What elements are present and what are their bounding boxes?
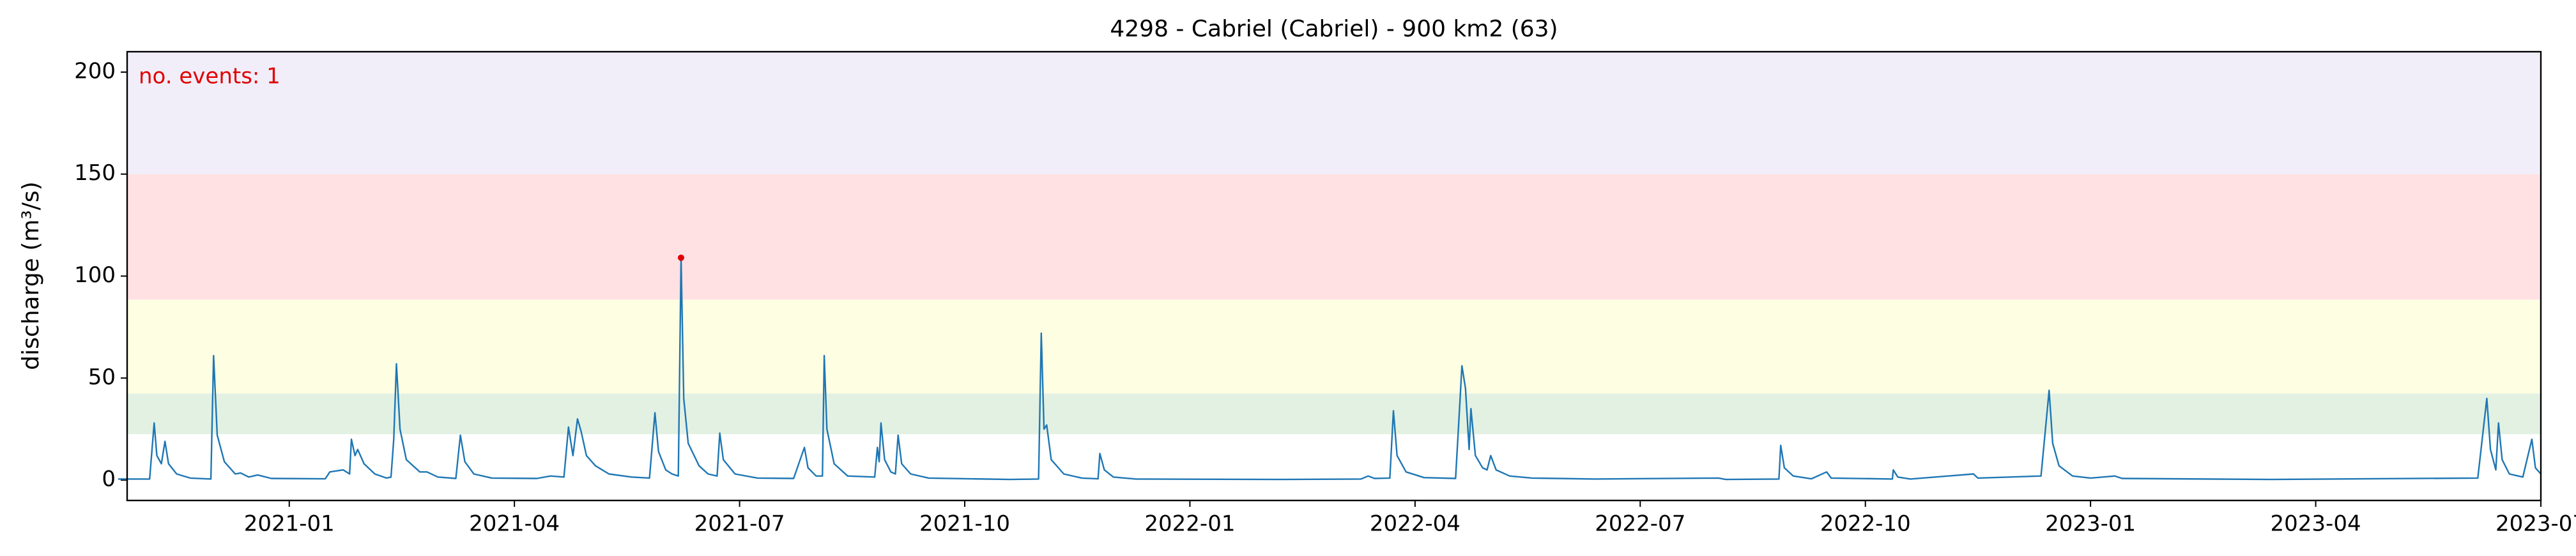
y-tick-label: 0 [102,467,116,492]
event-marker [677,254,684,261]
y-tick-label: 100 [74,262,116,288]
threshold-band [127,52,2541,174]
x-tick-label: 2021-04 [469,511,560,537]
threshold-band [127,393,2541,435]
x-tick-label: 2023-01 [2045,511,2136,537]
x-tick-label: 2021-01 [244,511,335,537]
x-tick-label: 2021-10 [919,511,1010,537]
y-axis-label: discharge (m³/s) [18,181,44,370]
y-tick-label: 50 [88,364,116,390]
x-tick-label: 2021-07 [694,511,785,537]
discharge-line [118,257,2542,481]
x-tick-label: 2023-07 [2496,511,2576,537]
threshold-band [127,174,2541,300]
x-tick-label: 2022-04 [1370,511,1460,537]
x-tick-label: 2022-10 [1820,511,1911,537]
threshold-band [127,299,2541,394]
x-tick-label: 2022-01 [1144,511,1235,537]
x-tick-label: 2022-07 [1595,511,1685,537]
y-tick-label: 150 [74,160,116,186]
y-tick-label: 200 [74,58,116,84]
x-tick-label: 2023-04 [2271,511,2361,537]
chart-title: 4298 - Cabriel (Cabriel) - 900 km2 (63) [1110,16,1558,42]
plot-frame [126,50,2542,502]
event-count: no. events: 1 [139,64,280,89]
